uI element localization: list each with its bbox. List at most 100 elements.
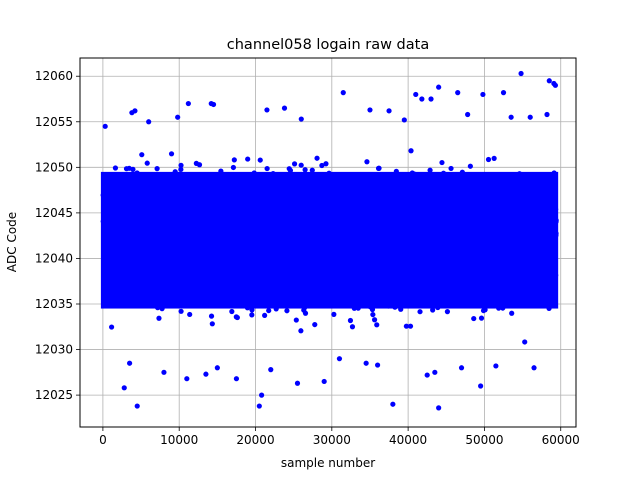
data-point: [121, 193, 127, 200]
data-point: [260, 257, 266, 263]
data-point: [339, 241, 346, 247]
data-point: [494, 214, 500, 220]
data-point: [105, 261, 111, 267]
data-point: [459, 237, 465, 243]
data-point: [340, 281, 346, 287]
data-point: [323, 263, 329, 270]
data-point: [303, 259, 309, 265]
data-point: [491, 155, 497, 161]
data-point: [130, 166, 136, 172]
data-point: [128, 219, 134, 225]
data-point: [445, 255, 451, 261]
data-point: [411, 228, 418, 234]
data-point: [203, 218, 210, 224]
data-point: [473, 186, 479, 192]
x-tick-label: 20000: [236, 433, 274, 447]
data-point: [208, 280, 214, 286]
data-point: [387, 178, 393, 184]
data-point: [539, 259, 545, 266]
data-point: [268, 203, 274, 210]
data-point: [168, 264, 174, 270]
data-point: [391, 201, 397, 207]
data-point: [364, 293, 370, 299]
data-point: [493, 266, 499, 272]
data-point: [102, 203, 108, 209]
data-point: [347, 317, 354, 324]
data-point: [363, 209, 369, 216]
data-point: [111, 237, 117, 243]
data-point: [211, 227, 217, 233]
data-point: [356, 287, 362, 294]
data-point: [200, 207, 206, 213]
data-point: [326, 170, 332, 176]
data-point: [433, 295, 439, 301]
data-point: [211, 295, 217, 302]
data-point: [435, 246, 442, 252]
data-point: [139, 255, 145, 261]
data-point: [158, 248, 165, 254]
y-axis-label: ADC Code: [5, 212, 19, 272]
data-point: [139, 282, 145, 289]
data-point: [421, 246, 428, 252]
data-point: [371, 214, 377, 220]
data-point: [542, 242, 548, 249]
data-point: [389, 240, 395, 246]
data-point: [526, 255, 533, 261]
data-point: [154, 166, 160, 172]
data-point: [459, 197, 466, 204]
data-point: [479, 182, 485, 188]
data-point: [115, 254, 122, 260]
data-point: [105, 289, 111, 295]
data-point: [308, 237, 314, 243]
data-point: [203, 267, 210, 273]
data-point: [242, 216, 248, 222]
data-point: [261, 248, 268, 255]
data-point: [436, 405, 442, 411]
data-point: [178, 213, 185, 219]
data-point: [249, 312, 255, 318]
data-point: [407, 196, 413, 202]
data-point: [135, 173, 141, 179]
data-point: [513, 197, 519, 203]
data-point: [361, 261, 367, 267]
data-point: [153, 269, 159, 275]
data-point: [356, 205, 362, 211]
data-point: [478, 244, 484, 251]
data-point: [463, 210, 469, 216]
data-point: [363, 360, 369, 366]
data-point: [104, 272, 111, 278]
data-point: [291, 258, 297, 265]
data-point: [145, 271, 152, 277]
data-point: [260, 281, 266, 287]
data-point: [132, 235, 138, 241]
data-point: [397, 223, 403, 229]
data-point: [154, 193, 160, 199]
data-point: [411, 285, 418, 292]
data-point: [457, 222, 463, 228]
data-point: [540, 299, 546, 305]
data-point: [395, 241, 401, 247]
data-point: [411, 207, 418, 213]
data-point: [127, 245, 133, 251]
data-point: [165, 228, 172, 235]
data-point: [136, 271, 142, 277]
data-point: [309, 167, 315, 173]
data-point: [439, 229, 445, 235]
data-point: [551, 80, 557, 87]
y-tick-label: 12025: [35, 388, 73, 402]
y-tick-label: 12060: [35, 69, 73, 83]
data-point: [441, 234, 447, 241]
data-point: [355, 305, 361, 311]
data-point: [461, 301, 467, 308]
data-point: [467, 204, 474, 210]
data-point: [545, 280, 552, 286]
data-point: [267, 216, 273, 223]
data-point: [307, 212, 313, 218]
data-point: [121, 274, 127, 280]
data-point: [535, 181, 542, 188]
data-point: [520, 210, 526, 216]
data-point: [471, 281, 477, 287]
data-point: [521, 245, 528, 252]
data-point: [215, 222, 221, 228]
data-point: [144, 160, 150, 166]
